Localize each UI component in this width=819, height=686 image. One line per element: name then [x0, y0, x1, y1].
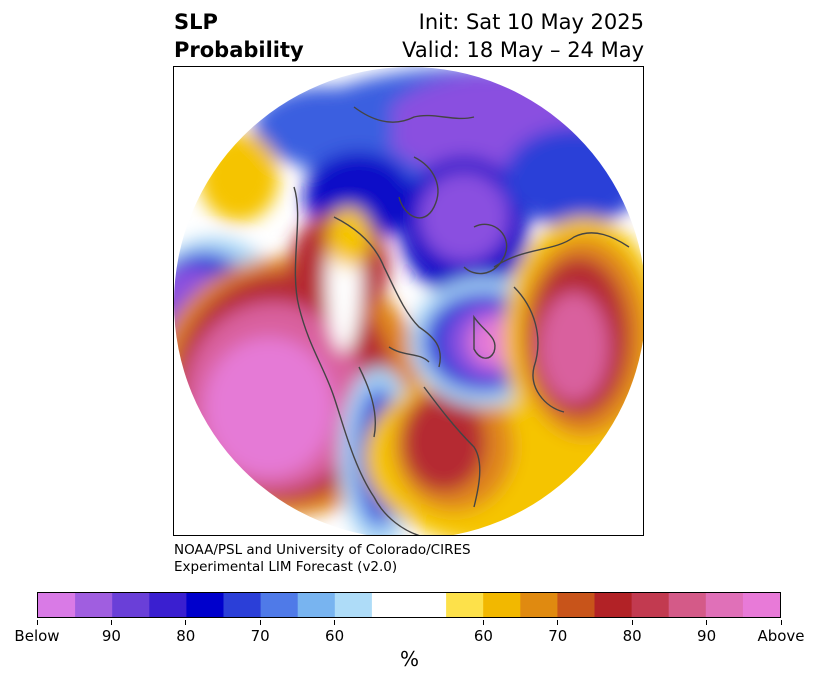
colorbar-tick-label: 90: [101, 627, 121, 645]
colorbar-swatch: [557, 593, 596, 617]
colorbar-tick-mark: [482, 620, 484, 625]
title-product: Probability: [174, 38, 304, 62]
colorbar-swatches: [38, 593, 780, 617]
colorbar-tick-label: 90: [697, 627, 717, 645]
colorbar-tick-label: 70: [250, 627, 270, 645]
colorbar-swatch: [149, 593, 187, 617]
map-svg: [174, 67, 643, 535]
colorbar-swatch: [705, 593, 744, 617]
colorbar-tick-mark: [706, 620, 708, 625]
colorbar-tick-mark: [259, 620, 261, 625]
title-valid: Valid: 18 May – 24 May: [402, 38, 644, 62]
colorbar-swatch: [742, 593, 780, 617]
colorbar-swatch: [631, 593, 670, 617]
colorbar-tick-mark: [110, 620, 112, 625]
probability-map: [173, 66, 644, 536]
colorbar-swatch: [483, 593, 521, 617]
credit-line-1: NOAA/PSL and University of Colorado/CIRE…: [174, 542, 471, 558]
colorbar: [37, 592, 781, 618]
colorbar-swatch: [371, 593, 410, 617]
colorbar-tick-label: Below: [14, 627, 60, 645]
credit-text: NOAA/PSL and University of Colorado/CIRE…: [174, 542, 471, 576]
colorbar-swatch: [38, 593, 76, 617]
colorbar-swatch: [334, 593, 373, 617]
map-disc: [174, 67, 643, 535]
colorbar-tick-label: 70: [548, 627, 568, 645]
colorbar-swatch: [668, 593, 707, 617]
colorbar-tick-mark: [334, 620, 336, 625]
title-right: Init: Sat 10 May 2025 Valid: 18 May – 24…: [402, 8, 644, 64]
colorbar-unit: %: [399, 647, 419, 671]
colorbar-swatch: [446, 593, 484, 617]
colorbar-tick-label: 80: [176, 627, 196, 645]
colorbar-ticks: Below 90 80 70 60 60 70 80 90 Above: [0, 620, 819, 650]
colorbar-tick-mark: [36, 620, 38, 625]
colorbar-swatch: [260, 593, 299, 617]
colorbar-swatch: [223, 593, 262, 617]
credit-line-2: Experimental LIM Forecast (v2.0): [174, 559, 398, 575]
colorbar-swatch: [297, 593, 336, 617]
colorbar-tick-mark: [780, 620, 782, 625]
colorbar-tick-label: 60: [325, 627, 345, 645]
colorbar-tick-label: Above: [757, 627, 805, 645]
colorbar-swatch: [520, 593, 558, 617]
colorbar-tick-label: 60: [473, 627, 493, 645]
colorbar-swatch: [409, 593, 447, 617]
colorbar-tick-mark: [631, 620, 633, 625]
title-init: Init: Sat 10 May 2025: [418, 10, 644, 34]
colorbar-tick-mark: [185, 620, 187, 625]
colorbar-swatch: [75, 593, 113, 617]
colorbar-tick-label: 80: [622, 627, 642, 645]
title-left: SLP Probability: [174, 8, 304, 64]
colorbar-swatch: [112, 593, 150, 617]
colorbar-swatch: [186, 593, 225, 617]
colorbar-tick-mark: [557, 620, 559, 625]
title-variable: SLP: [174, 10, 218, 34]
colorbar-swatch: [594, 593, 633, 617]
